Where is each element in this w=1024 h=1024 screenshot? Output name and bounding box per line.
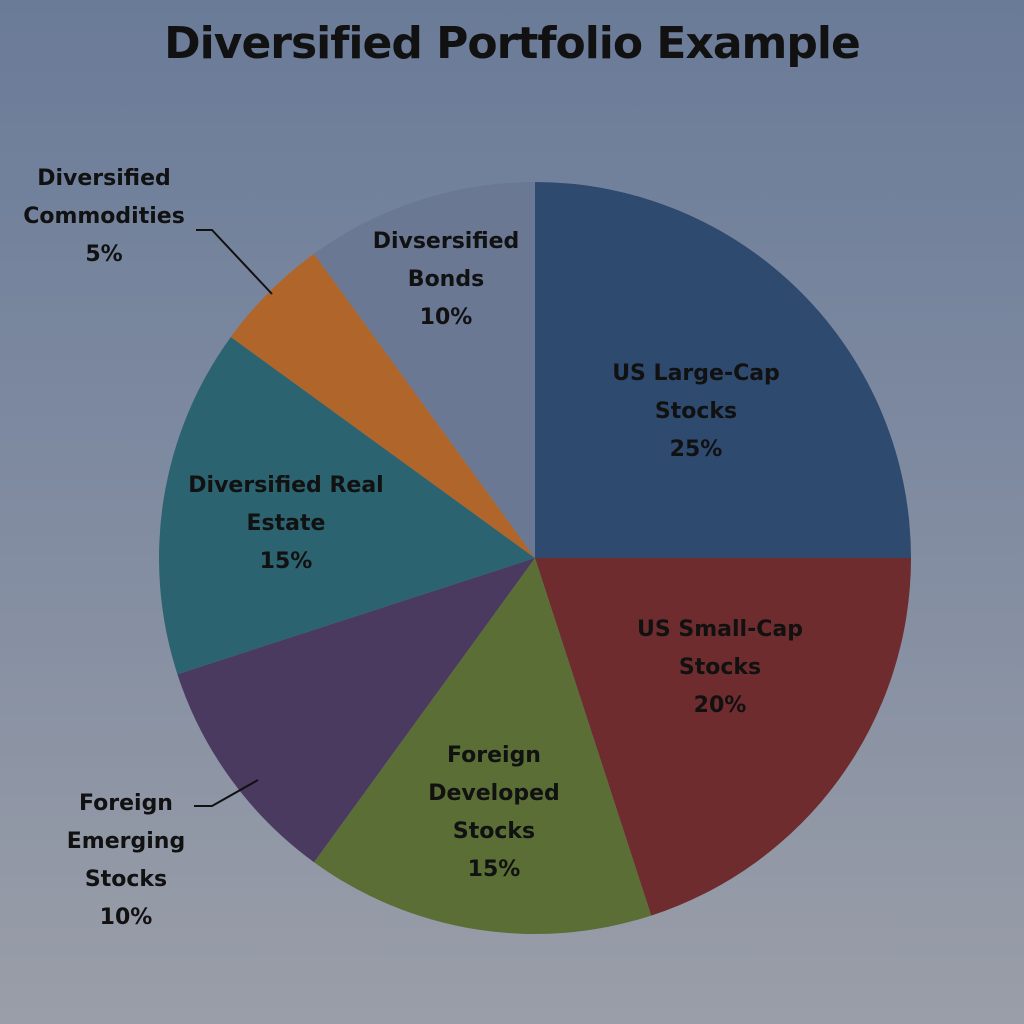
slice-label-1: US Small-Cap Stocks 20% bbox=[637, 617, 803, 718]
slice-label-line: Diversified Real bbox=[188, 473, 383, 498]
slice-percent: 20% bbox=[694, 693, 747, 718]
slice-label-4: Diversified Real Estate 15% bbox=[188, 473, 383, 574]
slice-label-line: Estate bbox=[247, 511, 326, 536]
slice-percent: 25% bbox=[670, 437, 723, 462]
slice-label-line: Stocks bbox=[85, 867, 167, 892]
pie-slice-3 bbox=[177, 558, 535, 863]
slice-label-line: Foreign bbox=[79, 791, 173, 816]
slice-label-line: Stocks bbox=[453, 819, 535, 844]
pie-slice-2 bbox=[313, 558, 652, 934]
slice-percent: 15% bbox=[260, 549, 313, 574]
chart-title: Diversified Portfolio Example bbox=[164, 18, 861, 69]
slice-label-line: Commodities bbox=[23, 204, 185, 229]
slice-label-line: US Large-Cap bbox=[612, 361, 780, 386]
slice-label-5: Diversified Commodities 5% bbox=[23, 166, 185, 267]
slice-label-line: Stocks bbox=[655, 399, 737, 424]
slice-label-6: Divsersified Bonds 10% bbox=[373, 229, 520, 330]
slice-percent: 10% bbox=[100, 905, 153, 930]
slice-label-0: US Large-Cap Stocks 25% bbox=[612, 361, 780, 462]
pie-slice-5 bbox=[230, 253, 535, 558]
slice-label-line: Stocks bbox=[679, 655, 761, 680]
pie-slice-1 bbox=[535, 558, 911, 916]
leader-lines bbox=[194, 229, 273, 807]
leader-line-3 bbox=[194, 779, 259, 807]
leader-line-5 bbox=[196, 229, 273, 295]
slice-label-line: US Small-Cap bbox=[637, 617, 803, 642]
pie-slice-6 bbox=[313, 182, 535, 558]
slice-label-line: Bonds bbox=[408, 267, 484, 292]
pie-slice-0 bbox=[535, 182, 911, 558]
pie-slices bbox=[159, 182, 911, 934]
slice-label-3: Foreign Emerging Stocks 10% bbox=[67, 791, 185, 930]
slice-label-2: Foreign Developed Stocks 15% bbox=[428, 743, 560, 882]
slice-percent: 10% bbox=[420, 305, 473, 330]
slice-label-line: Diversified bbox=[37, 166, 171, 191]
slice-label-line: Foreign bbox=[447, 743, 541, 768]
slice-percent: 5% bbox=[85, 242, 122, 267]
slice-label-line: Emerging bbox=[67, 829, 185, 854]
slice-percent: 15% bbox=[468, 857, 521, 882]
slice-label-line: Divsersified bbox=[373, 229, 520, 254]
pie-slice-4 bbox=[159, 336, 535, 675]
slice-label-line: Developed bbox=[428, 781, 560, 806]
slice-labels: US Large-Cap Stocks 25% US Small-Cap Stocks 2… bbox=[23, 166, 803, 930]
